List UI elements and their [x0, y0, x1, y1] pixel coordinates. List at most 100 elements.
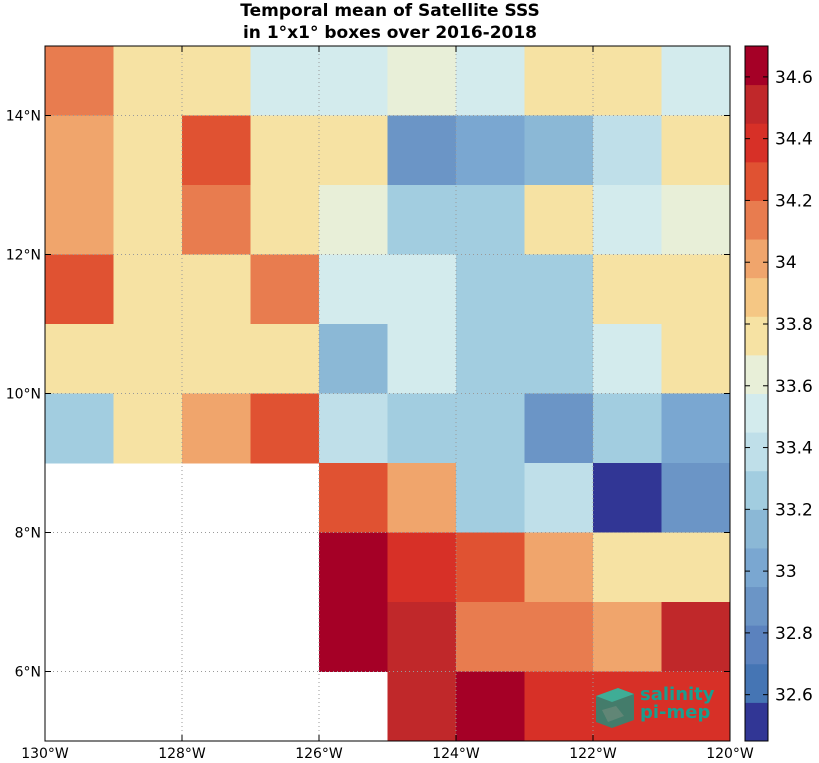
heatmap-cell	[45, 393, 114, 464]
heatmap-cell	[182, 185, 251, 255]
heatmap-cell	[319, 115, 388, 186]
heatmap-cell	[524, 463, 594, 533]
heatmap-cell	[524, 185, 594, 255]
heatmap-cell	[593, 463, 662, 533]
colorbar-swatch	[745, 239, 768, 279]
heatmap-cell	[387, 46, 457, 116]
logo-mark-icon	[596, 688, 634, 728]
colorbar-tick-label: 34.2	[775, 191, 813, 211]
heatmap-cell	[593, 115, 662, 186]
heatmap-cell	[182, 393, 251, 464]
colorbar-swatch	[745, 586, 768, 626]
y-tick-label: 12°N	[6, 248, 41, 264]
colorbar-tick-label: 34	[775, 253, 797, 273]
heatmap-cell	[250, 324, 320, 394]
heatmap-cell	[661, 671, 731, 742]
colorbar-swatch	[745, 470, 768, 510]
heatmap-cell	[524, 324, 594, 394]
colorbar-swatch	[745, 702, 768, 742]
heatmap-cell	[387, 463, 457, 533]
x-tick-label: 122°W	[569, 746, 617, 762]
heatmap-cell	[250, 115, 320, 186]
x-tick-label: 124°W	[432, 746, 480, 762]
heatmap-cell	[456, 185, 525, 255]
heatmap-cell	[387, 324, 457, 394]
heatmap-cell	[45, 324, 114, 394]
y-tick-label: 14°N	[6, 109, 41, 125]
colorbar-tick-label: 33.4	[775, 439, 813, 459]
heatmap-cell	[45, 254, 114, 325]
heatmap-cell	[524, 532, 594, 603]
colorbar-frame	[744, 45, 769, 742]
heatmap-cell	[661, 602, 731, 672]
heatmap-cell	[387, 185, 457, 255]
colorbar-swatch	[745, 393, 768, 433]
heatmap-cell	[113, 393, 183, 464]
heatmap-cell	[387, 254, 457, 325]
heatmap-cell	[524, 602, 594, 672]
colorbar-swatch	[745, 316, 768, 356]
heatmap-cell	[524, 393, 594, 464]
heatmap-cell	[456, 463, 525, 533]
heatmap-cell	[113, 324, 183, 394]
colorbar-tick-label: 33.6	[775, 377, 813, 397]
colorbar-swatch	[745, 509, 768, 549]
heatmap-cell	[524, 46, 594, 116]
heatmap-cell	[593, 46, 662, 116]
y-axis-ticks: 14°N 12°N 10°N 8°N 6°N	[6, 109, 730, 681]
heatmap-cell	[387, 602, 457, 672]
heatmap-cell	[524, 671, 594, 742]
heatmap-cell	[661, 463, 731, 533]
heatmap-cell	[250, 254, 320, 325]
heatmap-cell	[661, 185, 731, 255]
heatmap-cell	[113, 46, 183, 116]
heatmap-cell	[387, 671, 457, 742]
chart-title-line-1: Temporal mean of Satellite SSS	[240, 1, 540, 21]
colorbar-swatch	[745, 123, 768, 163]
colorbar-tick-label: 34.4	[775, 130, 813, 150]
heatmap-cell	[593, 324, 662, 394]
heatmap-cell	[456, 115, 525, 186]
heatmap-cell	[250, 393, 320, 464]
colorbar-swatch	[745, 46, 768, 86]
x-tick-label: 126°W	[295, 746, 343, 762]
x-tick-label: 130°W	[21, 746, 69, 762]
heatmap-cell	[593, 602, 662, 672]
heatmap-cell	[456, 532, 525, 603]
colorbar-tick-label: 32.6	[775, 686, 813, 706]
heatmap-cell	[319, 602, 388, 672]
heatmap-cell	[182, 115, 251, 186]
colorbar-tick-label: 32.8	[775, 624, 813, 644]
colorbar-tick-label: 33.2	[775, 500, 813, 520]
heatmap-cell	[456, 393, 525, 464]
heatmap-cell	[456, 602, 525, 672]
colorbar-swatch	[745, 547, 768, 588]
heatmap-cell	[593, 185, 662, 255]
salinity-pimep-logo: salinity pi-mep	[594, 686, 734, 730]
colorbar-swatch	[745, 84, 768, 124]
colorbar-swatch	[745, 432, 768, 472]
logo-text-pimep: pi-mep	[640, 702, 711, 723]
heatmap-cell	[593, 254, 662, 325]
heatmap-cell	[182, 324, 251, 394]
heatmap-cell	[661, 393, 731, 464]
heatmap-cell	[387, 115, 457, 186]
chart-title: Temporal mean of Satellite SSS in 1°x1° …	[80, 0, 700, 44]
heatmap-cell	[593, 532, 662, 603]
heatmap-cell	[661, 46, 731, 116]
colorbar-swatch	[745, 277, 768, 317]
heatmap-cell	[319, 185, 388, 255]
heatmap-cells	[45, 46, 731, 742]
colorbar: 34.6 34.4 34.2 34 33.8 33.6 33.4 33.2 33 32.8 32.6	[744, 45, 813, 742]
y-tick-label: 8°N	[15, 526, 41, 542]
heatmap-cell	[524, 254, 594, 325]
colorbar-swatch	[745, 161, 768, 201]
heatmap-cell	[524, 115, 594, 186]
heatmap-cell	[387, 532, 457, 603]
x-axis-ticks: 130°W 128°W 126°W 124°W 122°W 120°W	[21, 46, 754, 762]
y-tick-label: 6°N	[15, 665, 41, 681]
colorbar-swatch	[745, 354, 768, 394]
heatmap-cell	[456, 671, 525, 742]
chart-title-line-2: in 1°x1° boxes over 2016-2018	[242, 23, 538, 43]
